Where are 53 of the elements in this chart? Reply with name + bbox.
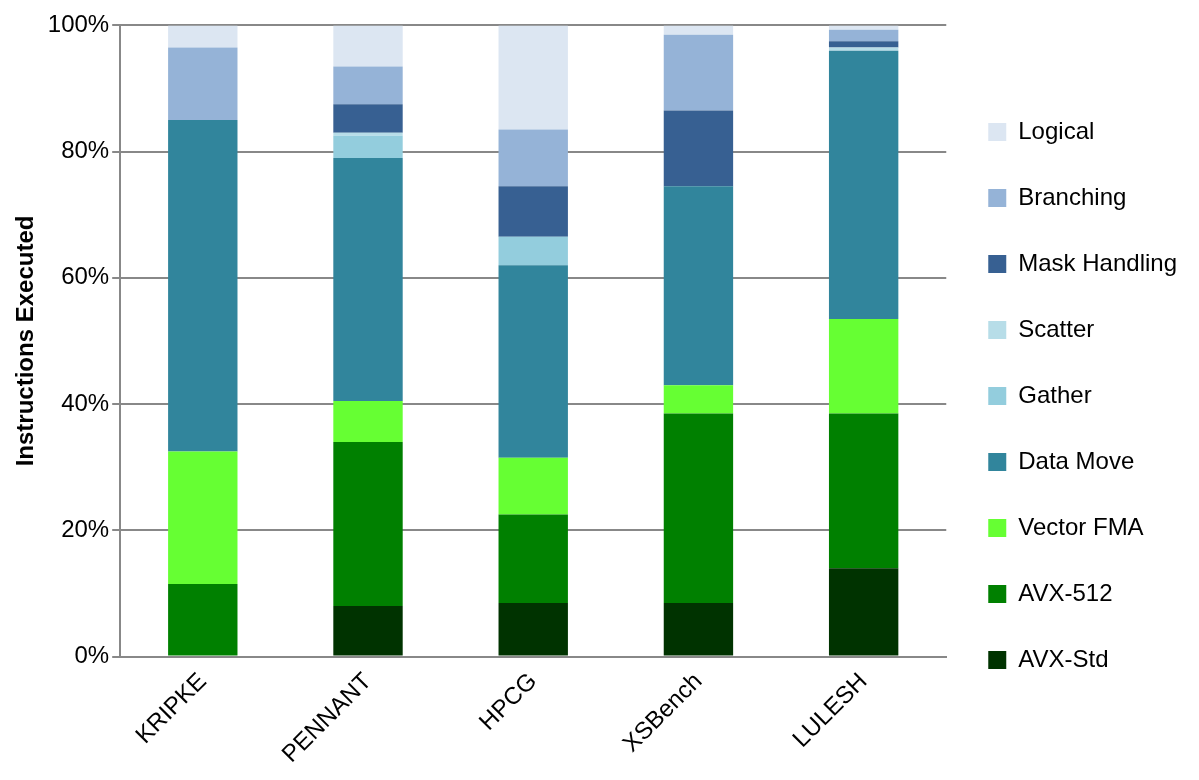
y-tick-label: 20% xyxy=(61,514,110,542)
legend-label: AVX-512 xyxy=(1018,578,1113,606)
bar xyxy=(498,129,568,187)
bar xyxy=(498,602,568,656)
y-tick-label: 0% xyxy=(74,641,110,669)
y-tick-label: 80% xyxy=(61,136,110,164)
bar xyxy=(333,606,403,656)
bar xyxy=(828,25,899,30)
bar xyxy=(168,583,238,656)
legend-label: Gather xyxy=(1018,380,1092,408)
bar xyxy=(168,451,238,584)
legend-label: Scatter xyxy=(1018,314,1095,342)
bar xyxy=(333,441,403,607)
bar xyxy=(333,132,403,136)
legend-label: Mask Handling xyxy=(1018,248,1178,276)
bar xyxy=(498,457,568,515)
bar xyxy=(663,413,734,603)
bar xyxy=(663,110,734,187)
bar xyxy=(828,47,899,51)
bar xyxy=(828,568,899,656)
legend-label: AVX-Std xyxy=(1018,644,1109,672)
legend-label: Logical xyxy=(1018,116,1095,144)
y-tick-label: 40% xyxy=(61,388,110,416)
legend-label: Vector FMA xyxy=(1018,512,1144,540)
bar xyxy=(333,25,403,67)
bar xyxy=(498,186,568,237)
bar xyxy=(498,236,568,266)
bar xyxy=(828,29,899,42)
bar xyxy=(663,385,734,414)
y-tick-label: 60% xyxy=(61,262,110,290)
bar xyxy=(828,50,899,319)
legend-label: Branching xyxy=(1018,182,1127,210)
bar xyxy=(333,66,403,105)
bar xyxy=(828,318,899,414)
y-axis-title: Instructions Executed xyxy=(11,215,39,467)
legend-label: Data Move xyxy=(1018,446,1135,474)
bar xyxy=(168,47,238,121)
y-tick-label: 100% xyxy=(47,10,110,38)
bar xyxy=(663,25,734,35)
bar xyxy=(498,25,568,130)
bar xyxy=(498,265,568,458)
bar xyxy=(168,120,238,452)
bar xyxy=(663,34,734,111)
bar xyxy=(663,186,734,386)
bar xyxy=(333,157,403,401)
bar xyxy=(663,602,734,656)
bar xyxy=(333,400,403,442)
bar xyxy=(168,25,238,48)
bar xyxy=(828,413,899,569)
bar xyxy=(498,514,568,603)
bar xyxy=(828,41,899,48)
bar xyxy=(333,135,403,158)
bar xyxy=(333,104,403,133)
